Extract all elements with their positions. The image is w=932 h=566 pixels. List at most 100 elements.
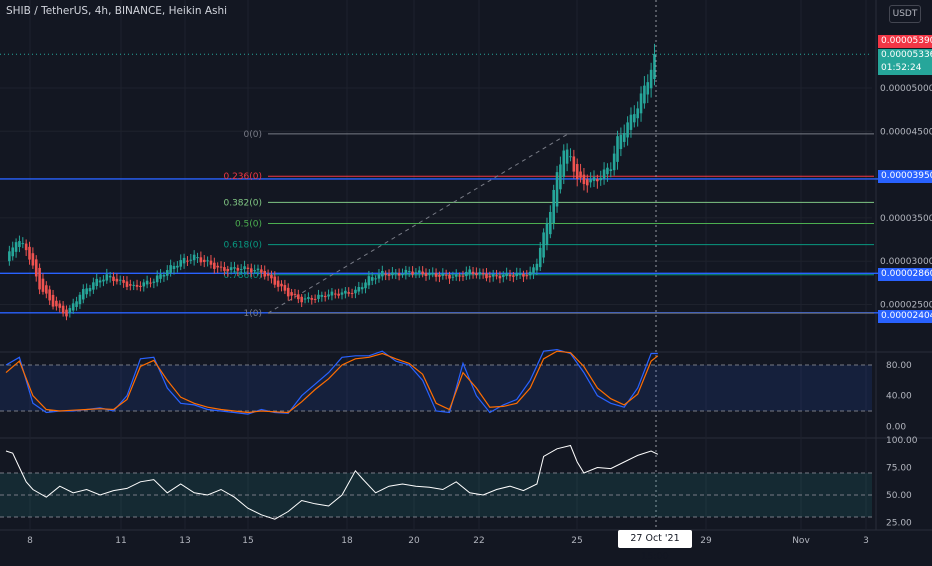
candle-body — [471, 271, 475, 275]
fib-level-label: 1(0) — [244, 309, 262, 319]
candle-body — [518, 273, 522, 275]
candle-body — [165, 270, 169, 276]
candle-body — [313, 298, 317, 300]
rsi-tick-label: 75.00 — [886, 464, 912, 474]
price-tick-label: 0.00003000 — [880, 257, 932, 267]
candle-body — [152, 281, 156, 283]
candle-body — [48, 289, 51, 301]
candle-body — [11, 247, 15, 257]
candle-body — [461, 275, 465, 277]
candle-body — [260, 269, 263, 273]
candle-body — [297, 294, 300, 300]
candle-body — [347, 292, 351, 294]
candle-body — [246, 267, 250, 269]
candle-body — [377, 274, 381, 279]
candle-body — [273, 276, 277, 285]
candle-body — [129, 284, 132, 286]
candle-body — [132, 284, 135, 286]
candle-body — [525, 275, 529, 277]
candle-body — [263, 270, 267, 277]
candle-body — [633, 114, 636, 123]
rsi-tick-label: 25.00 — [886, 519, 912, 529]
price-tick-label: 0.00005000 — [880, 84, 932, 94]
level-tag-3[interactable]: 0.00002404 — [878, 310, 932, 323]
candle-body — [58, 303, 62, 308]
candle-body — [575, 164, 579, 180]
candle-body — [589, 179, 592, 183]
candle-body — [337, 293, 340, 296]
price-tick-label: 0.00002500 — [880, 301, 932, 311]
candle-body — [142, 282, 146, 287]
candle-body — [602, 169, 606, 180]
candle-body — [441, 273, 445, 276]
candle-body — [616, 136, 619, 162]
candle-body — [172, 265, 176, 270]
candle-body — [374, 278, 377, 280]
candle-body — [209, 260, 213, 265]
candle-body — [317, 294, 320, 299]
candle-body — [367, 276, 371, 286]
chart-canvas[interactable]: 8 11 13 15 18 20 22 25 29 Nov 3 0.00005000 0.0000450… — [0, 0, 932, 550]
candle-body — [381, 270, 384, 277]
candle-body — [555, 172, 559, 207]
level-tag-1[interactable]: 0.00003950 — [878, 170, 932, 183]
stoch-band — [0, 364, 872, 411]
candle-body — [582, 174, 586, 185]
candle-body — [310, 298, 314, 300]
candle-body — [102, 279, 105, 282]
last-price-tag: 0.00005336 — [878, 49, 932, 62]
fib-trend-line — [267, 133, 569, 314]
candle-body — [401, 273, 404, 275]
candle-body — [562, 150, 566, 177]
candle-body — [397, 273, 401, 276]
candle-body — [31, 253, 35, 266]
candle-body — [202, 259, 206, 263]
currency-button[interactable]: USDT — [889, 5, 921, 23]
candle-body — [599, 177, 603, 181]
candle-body — [404, 269, 408, 275]
candle-body — [501, 274, 505, 278]
candle-body — [458, 275, 461, 277]
candle-body — [159, 274, 162, 279]
candle-body — [85, 288, 88, 295]
candle-body — [323, 295, 327, 298]
candle-body — [491, 274, 495, 277]
candle-body — [149, 282, 152, 284]
candle-body — [609, 169, 613, 171]
candle-body — [276, 280, 280, 287]
candle-body — [606, 167, 609, 175]
candle-body — [622, 132, 626, 142]
chart-title: SHIB / TetherUS, 4h, BINANCE, Heikin Ash… — [6, 5, 228, 17]
level-tag-2[interactable]: 0.00002860 — [878, 268, 932, 281]
candle-body — [579, 171, 582, 178]
candle-body — [545, 223, 549, 245]
candle-body — [169, 265, 172, 273]
candle-body — [528, 271, 532, 276]
candle-body — [364, 282, 367, 289]
price-tick-label: 0.00003500 — [880, 214, 932, 224]
candle-body — [626, 122, 629, 138]
candle-body — [505, 273, 508, 277]
candle-body — [495, 275, 498, 277]
candle-body — [68, 308, 72, 313]
candle-body — [354, 289, 357, 294]
candle-body — [451, 276, 455, 278]
candle-body — [239, 269, 243, 271]
price-tick-label: 0.00004500 — [880, 127, 932, 137]
candle-body — [333, 293, 337, 295]
candle-body — [407, 271, 411, 273]
candle-body — [92, 282, 95, 290]
fib-level-label: 0.786(0) — [223, 271, 262, 281]
candle-body — [596, 179, 599, 182]
candle-body — [162, 274, 166, 277]
candle-body — [61, 305, 65, 314]
candle-body — [226, 268, 230, 272]
candle-body — [135, 284, 139, 287]
candle-body — [249, 268, 253, 273]
candle-body — [327, 294, 330, 297]
candle-body — [290, 292, 293, 296]
x-tick-label: 22 — [473, 536, 484, 546]
x-tick-label: 18 — [341, 536, 353, 546]
candle-body — [24, 243, 28, 251]
